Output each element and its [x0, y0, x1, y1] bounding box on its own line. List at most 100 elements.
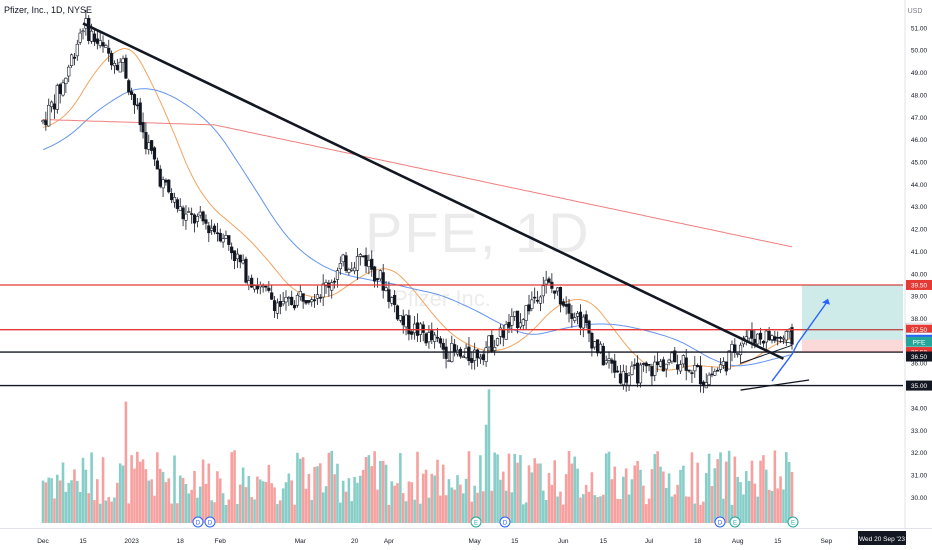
volume-bar: [450, 487, 454, 523]
volume-bar: [653, 454, 657, 523]
candle-body: [370, 258, 374, 270]
candle-body: [647, 364, 651, 366]
ma-20-line: [42, 48, 793, 371]
candle-body: [184, 213, 188, 221]
x-tick-label: 15: [511, 538, 519, 545]
profit-zone[interactable]: [802, 284, 903, 340]
volume-bar: [124, 401, 128, 523]
candle-body: [281, 301, 285, 305]
volume-bar: [190, 489, 193, 523]
volume-bar: [459, 484, 462, 523]
volume-bar: [416, 451, 419, 523]
event-marker-icon[interactable]: [714, 516, 726, 528]
volume-bar: [330, 450, 334, 523]
volume-bar: [727, 450, 731, 523]
candle-body: [290, 296, 294, 305]
candle-body: [155, 160, 159, 170]
event-marker-icon[interactable]: [192, 516, 204, 528]
volume-bar: [607, 451, 611, 523]
candle-body: [358, 254, 362, 257]
price-label-box: [906, 380, 932, 391]
volume-bar: [639, 469, 642, 523]
volume-bar: [181, 477, 185, 523]
volume-bar: [193, 470, 196, 523]
candle-body: [781, 337, 786, 340]
event-marker-icon[interactable]: [787, 516, 799, 528]
wedge-upper-line[interactable]: [740, 344, 793, 364]
candle-body: [135, 104, 139, 107]
volume-bar: [684, 496, 688, 523]
candle-body: [661, 359, 665, 372]
event-marker-icon[interactable]: [204, 516, 216, 528]
volume-bar: [667, 473, 671, 523]
descending-trendline[interactable]: [82, 22, 784, 360]
candle-body: [95, 38, 99, 44]
volume-bar: [144, 469, 148, 523]
volume-bar: [141, 459, 145, 523]
volume-bar: [104, 500, 108, 523]
candle-body: [275, 302, 280, 314]
volume-bar: [699, 504, 702, 523]
volume-bar: [779, 476, 782, 523]
candle-body: [167, 179, 171, 193]
volume-bar: [670, 496, 674, 523]
volume-bar: [656, 451, 659, 523]
candle-body: [638, 364, 643, 384]
candle-body: [261, 285, 265, 288]
event-marker-icon[interactable]: [470, 516, 482, 528]
price-label-box: [906, 336, 932, 347]
candle-body: [521, 319, 525, 326]
time-axis: Dec 15 2023 18 Feb Mar 20 Apr May 15 Jun 15 Jul 18 Aug…: [37, 516, 906, 545]
volume-bar: [642, 485, 645, 523]
event-marker-icon[interactable]: [729, 516, 741, 528]
volume-bar: [784, 452, 788, 523]
volume-bar: [84, 469, 88, 523]
event-marker-icon[interactable]: [499, 516, 511, 528]
candle-body: [67, 66, 71, 77]
candle-body: [118, 61, 122, 73]
y-tick-label: 31.00: [911, 472, 928, 479]
candle-body: [232, 250, 237, 261]
volume-bar: [610, 479, 614, 523]
volume-bar: [496, 454, 499, 523]
price-label-box: [906, 351, 932, 362]
volume-bar: [596, 497, 599, 523]
candle-body: [270, 292, 274, 300]
candle-body: [461, 356, 465, 358]
candle-body: [175, 199, 179, 209]
volume-bar: [544, 499, 548, 523]
loss-zone[interactable]: [802, 339, 903, 353]
candle-body: [247, 280, 251, 286]
volume-bar: [742, 494, 745, 523]
volume-bar: [55, 474, 59, 523]
volume-bar: [636, 461, 639, 523]
candle-body: [341, 254, 345, 263]
volume-bar: [158, 468, 162, 523]
candle-body: [181, 207, 185, 220]
ma-200-line: [42, 119, 793, 248]
volume-bar: [593, 495, 597, 523]
volume-bar: [470, 501, 474, 523]
candle-body: [255, 285, 260, 290]
volume-bar: [370, 466, 374, 523]
volume-bar: [730, 504, 734, 523]
volume-bar: [430, 473, 434, 523]
candle-body: [104, 45, 108, 48]
wedge-lower-line[interactable]: [740, 379, 810, 391]
volume-bar: [61, 462, 65, 523]
candle-body: [650, 366, 654, 377]
volume-bar: [67, 482, 71, 523]
candle-body: [621, 370, 625, 386]
y-tick-label: 45.00: [911, 160, 928, 167]
candle-body: [478, 356, 482, 360]
volume-bar: [250, 497, 253, 523]
volume-bar: [664, 488, 668, 523]
price-label-text: 35.00: [911, 383, 928, 390]
candle-body: [490, 334, 494, 352]
price-label-text: 39.50: [911, 282, 928, 289]
x-tick-label: 15: [79, 538, 87, 545]
candle-body: [607, 358, 611, 361]
candle-body: [730, 344, 734, 353]
volume-bar: [753, 483, 757, 523]
